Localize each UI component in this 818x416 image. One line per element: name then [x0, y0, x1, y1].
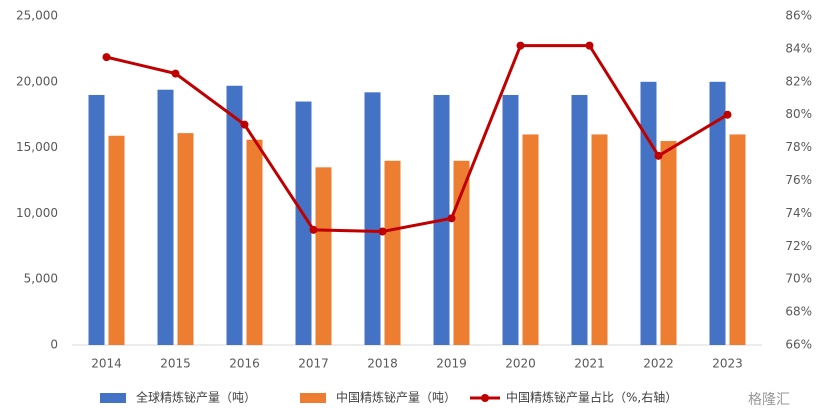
bar — [295, 101, 312, 345]
x-tick-label: 2020 — [505, 357, 536, 371]
bar — [522, 134, 539, 345]
bar — [364, 92, 381, 345]
bar — [660, 141, 677, 345]
legend-swatch — [481, 394, 489, 402]
bar — [591, 134, 608, 345]
x-tick-label: 2017 — [298, 357, 329, 371]
bar — [571, 94, 588, 346]
y2-tick-label: 78% — [785, 140, 812, 154]
y2-tick-label: 76% — [785, 173, 812, 187]
line-point — [447, 214, 456, 223]
line-point — [378, 227, 387, 236]
y2-tick-label: 82% — [785, 74, 812, 88]
bar — [502, 94, 519, 346]
line-point — [309, 225, 318, 234]
line — [106, 44, 729, 233]
y-tick-label: 15,000 — [16, 140, 58, 154]
bar — [177, 133, 194, 345]
y-tick-label: 0 — [50, 338, 58, 352]
x-tick-label: 2015 — [160, 357, 191, 371]
x-tick-label: 2016 — [229, 357, 260, 371]
line-point — [516, 41, 525, 50]
bar — [709, 81, 726, 346]
y2-tick-label: 84% — [785, 41, 812, 55]
line-point — [171, 69, 180, 78]
line-point — [585, 41, 594, 50]
y2-tick-label: 80% — [785, 107, 812, 121]
legend-label: 中国精炼铋产量占比（%,右轴） — [506, 390, 677, 405]
y-tick-label: 20,000 — [16, 74, 58, 88]
x-tick-label: 2023 — [712, 357, 743, 371]
line-point — [240, 120, 249, 129]
bar — [246, 139, 263, 345]
y2-tick-label: 66% — [785, 338, 812, 352]
watermark: 格隆汇 — [748, 392, 790, 408]
bar — [640, 81, 657, 346]
y2-tick-label: 70% — [785, 272, 812, 286]
legend-swatch — [100, 393, 126, 403]
y2-tick-label: 72% — [785, 239, 812, 253]
y-tick-label: 5,000 — [24, 272, 58, 286]
bar — [384, 160, 401, 345]
line-point — [102, 53, 111, 62]
y2-tick-label: 86% — [785, 9, 812, 23]
bar — [226, 85, 243, 346]
x-tick-label: 2018 — [367, 357, 398, 371]
y2-tick-label: 68% — [785, 305, 812, 319]
x-tick-label: 2019 — [436, 357, 467, 371]
x-tick-label: 2022 — [643, 357, 674, 371]
bar — [157, 89, 174, 345]
y2-tick-label: 74% — [785, 206, 812, 220]
legend-swatch — [300, 393, 326, 403]
bar — [108, 135, 125, 345]
y-tick-label: 25,000 — [16, 9, 58, 23]
bar — [453, 160, 470, 345]
x-tick-label: 2014 — [91, 357, 122, 371]
x-tick-label: 2021 — [574, 357, 605, 371]
legend-label: 全球精炼铋产量（吨） — [136, 390, 256, 405]
bar — [88, 94, 105, 346]
y-tick-label: 10,000 — [16, 206, 58, 220]
legend-label: 中国精炼铋产量（吨） — [336, 390, 456, 405]
line-point — [654, 151, 663, 160]
line-point — [723, 110, 732, 119]
bar — [315, 167, 332, 345]
bar — [729, 134, 746, 345]
